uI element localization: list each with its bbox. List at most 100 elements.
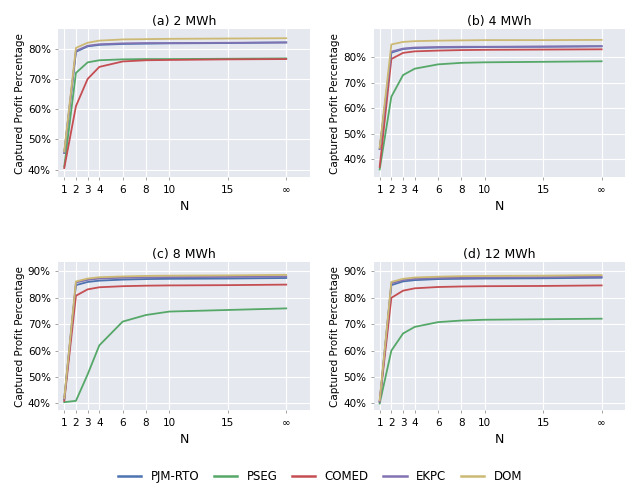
DOM [387,279,395,285]
EKPC [224,274,232,280]
X-axis label: N: N [495,200,504,213]
DOM [142,36,150,42]
EKPC [435,275,442,281]
PSEG [540,316,547,322]
PJM-RTO [84,279,92,285]
X-axis label: N: N [495,434,504,446]
DOM [166,36,173,42]
EKPC [72,48,80,54]
PSEG [224,56,232,62]
EKPC [282,40,290,46]
COMED [72,293,80,299]
DOM [142,273,150,279]
DOM [598,37,605,43]
EKPC [399,277,407,283]
PJM-RTO [387,50,395,56]
PSEG [458,60,465,66]
Line: DOM: DOM [64,275,286,398]
X-axis label: N: N [179,434,189,446]
EKPC [411,276,419,282]
PJM-RTO [411,277,419,283]
EKPC [598,43,605,49]
PSEG [387,94,395,100]
PSEG [84,372,92,377]
DOM [540,273,547,279]
Title: (c) 8 MWh: (c) 8 MWh [152,248,216,261]
Y-axis label: Captured Profit Percentage: Captured Profit Percentage [330,266,340,407]
PSEG [72,398,80,404]
EKPC [458,44,465,50]
Line: PSEG: PSEG [64,59,286,167]
DOM [282,272,290,278]
PSEG [119,318,127,324]
PJM-RTO [95,278,103,284]
PJM-RTO [119,41,127,47]
PSEG [399,330,407,336]
PJM-RTO [540,275,547,281]
COMED [435,284,442,290]
Line: EKPC: EKPC [380,277,602,401]
Line: EKPC: EKPC [64,276,286,399]
PSEG [166,56,173,62]
PSEG [411,66,419,72]
DOM [458,37,465,43]
Line: COMED: COMED [64,59,286,168]
PJM-RTO [435,45,442,51]
DOM [376,145,383,151]
PJM-RTO [224,276,232,282]
PJM-RTO [598,43,605,49]
PSEG [142,312,150,318]
COMED [282,56,290,62]
COMED [60,165,68,171]
DOM [224,272,232,278]
DOM [282,35,290,41]
DOM [84,40,92,46]
DOM [119,273,127,279]
Line: PJM-RTO: PJM-RTO [380,46,602,149]
PSEG [95,342,103,348]
EKPC [142,40,150,46]
COMED [458,47,465,53]
Line: PJM-RTO: PJM-RTO [380,278,602,402]
PSEG [282,306,290,311]
COMED [387,295,395,301]
EKPC [84,43,92,49]
EKPC [481,44,489,50]
PSEG [376,167,383,173]
DOM [95,274,103,280]
PJM-RTO [60,150,68,156]
EKPC [95,276,103,282]
EKPC [60,150,68,156]
Line: PJM-RTO: PJM-RTO [64,43,286,153]
PJM-RTO [166,276,173,282]
EKPC [458,275,465,281]
PSEG [598,316,605,322]
PSEG [598,59,605,64]
COMED [224,57,232,62]
Line: COMED: COMED [64,285,286,401]
PSEG [282,56,290,62]
PSEG [481,317,489,323]
PJM-RTO [142,276,150,282]
DOM [481,37,489,43]
DOM [166,273,173,279]
PSEG [95,57,103,63]
PJM-RTO [598,275,605,281]
PSEG [399,72,407,78]
PSEG [481,60,489,65]
PJM-RTO [282,40,290,46]
EKPC [282,273,290,279]
DOM [411,38,419,44]
EKPC [166,274,173,280]
COMED [399,50,407,56]
DOM [598,272,605,278]
DOM [399,276,407,282]
COMED [598,46,605,52]
Line: EKPC: EKPC [64,43,286,153]
Line: DOM: DOM [380,40,602,148]
EKPC [387,280,395,286]
Title: (d) 12 MWh: (d) 12 MWh [463,248,536,261]
PSEG [166,309,173,314]
PJM-RTO [540,44,547,50]
COMED [166,282,173,288]
